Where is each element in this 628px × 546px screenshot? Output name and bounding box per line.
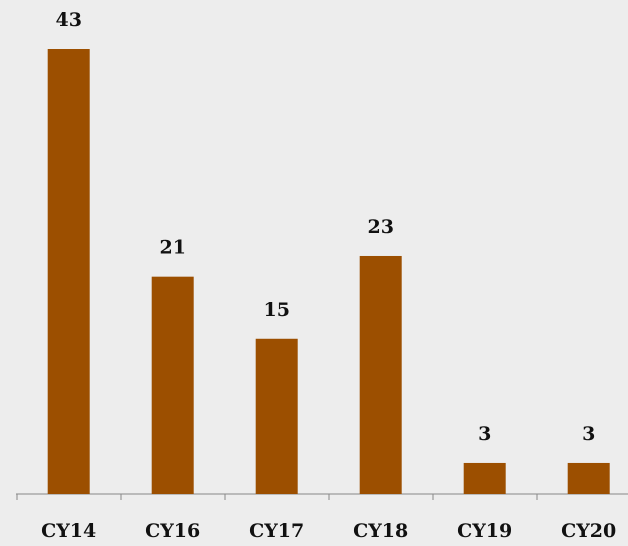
bar — [151, 276, 194, 494]
bar — [463, 462, 506, 494]
data-label: 21 — [159, 237, 185, 259]
data-label: 15 — [263, 299, 289, 321]
bar — [567, 462, 610, 494]
data-label: 23 — [367, 216, 393, 238]
x-tick-label: CY14 — [41, 520, 96, 542]
bar — [255, 338, 298, 494]
x-tick-label: CY17 — [249, 520, 304, 542]
data-label: 3 — [582, 423, 595, 445]
bar — [359, 255, 402, 494]
x-tick-label: CY16 — [145, 520, 200, 542]
x-tick-label: CY20 — [561, 520, 616, 542]
data-label: 43 — [55, 9, 81, 31]
bar — [47, 49, 90, 494]
x-tick-label: CY19 — [457, 520, 512, 542]
x-tick-label: CY18 — [353, 520, 408, 542]
data-label: 3 — [478, 423, 491, 445]
